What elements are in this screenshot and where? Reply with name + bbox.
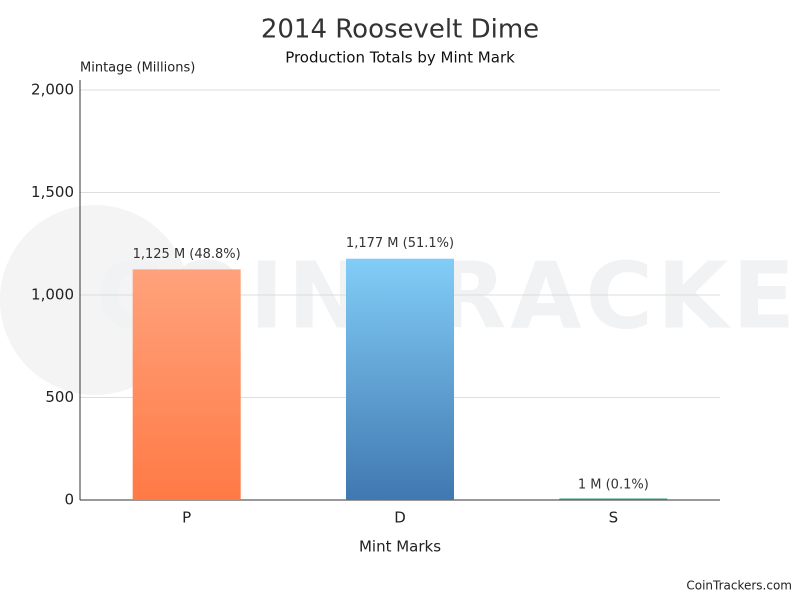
chart-title: 2014 Roosevelt Dime — [261, 15, 539, 45]
data-label: 1,125 M (48.8%) — [133, 247, 241, 262]
data-label: 1 M (0.1%) — [578, 477, 649, 492]
data-label: 1,177 M (51.1%) — [346, 236, 454, 251]
bar — [346, 258, 454, 500]
y-tick-label: 500 — [45, 388, 74, 406]
x-tick-label: S — [609, 509, 619, 527]
y-tick-label: 2,000 — [31, 81, 74, 99]
y-tick-label: 1,500 — [31, 183, 74, 201]
y-tick-label: 1,000 — [31, 286, 74, 304]
y-axis-label: Mintage (Millions) — [80, 61, 195, 76]
x-tick-label: D — [394, 509, 406, 527]
x-axis-label: Mint Marks — [359, 538, 441, 556]
bar — [132, 269, 241, 500]
y-tick-label: 0 — [64, 491, 74, 509]
chart-subtitle: Production Totals by Mint Mark — [285, 49, 515, 67]
footer: CoinTrackers.com — [686, 579, 792, 593]
x-tick-label: P — [182, 509, 191, 527]
bar — [559, 498, 668, 500]
